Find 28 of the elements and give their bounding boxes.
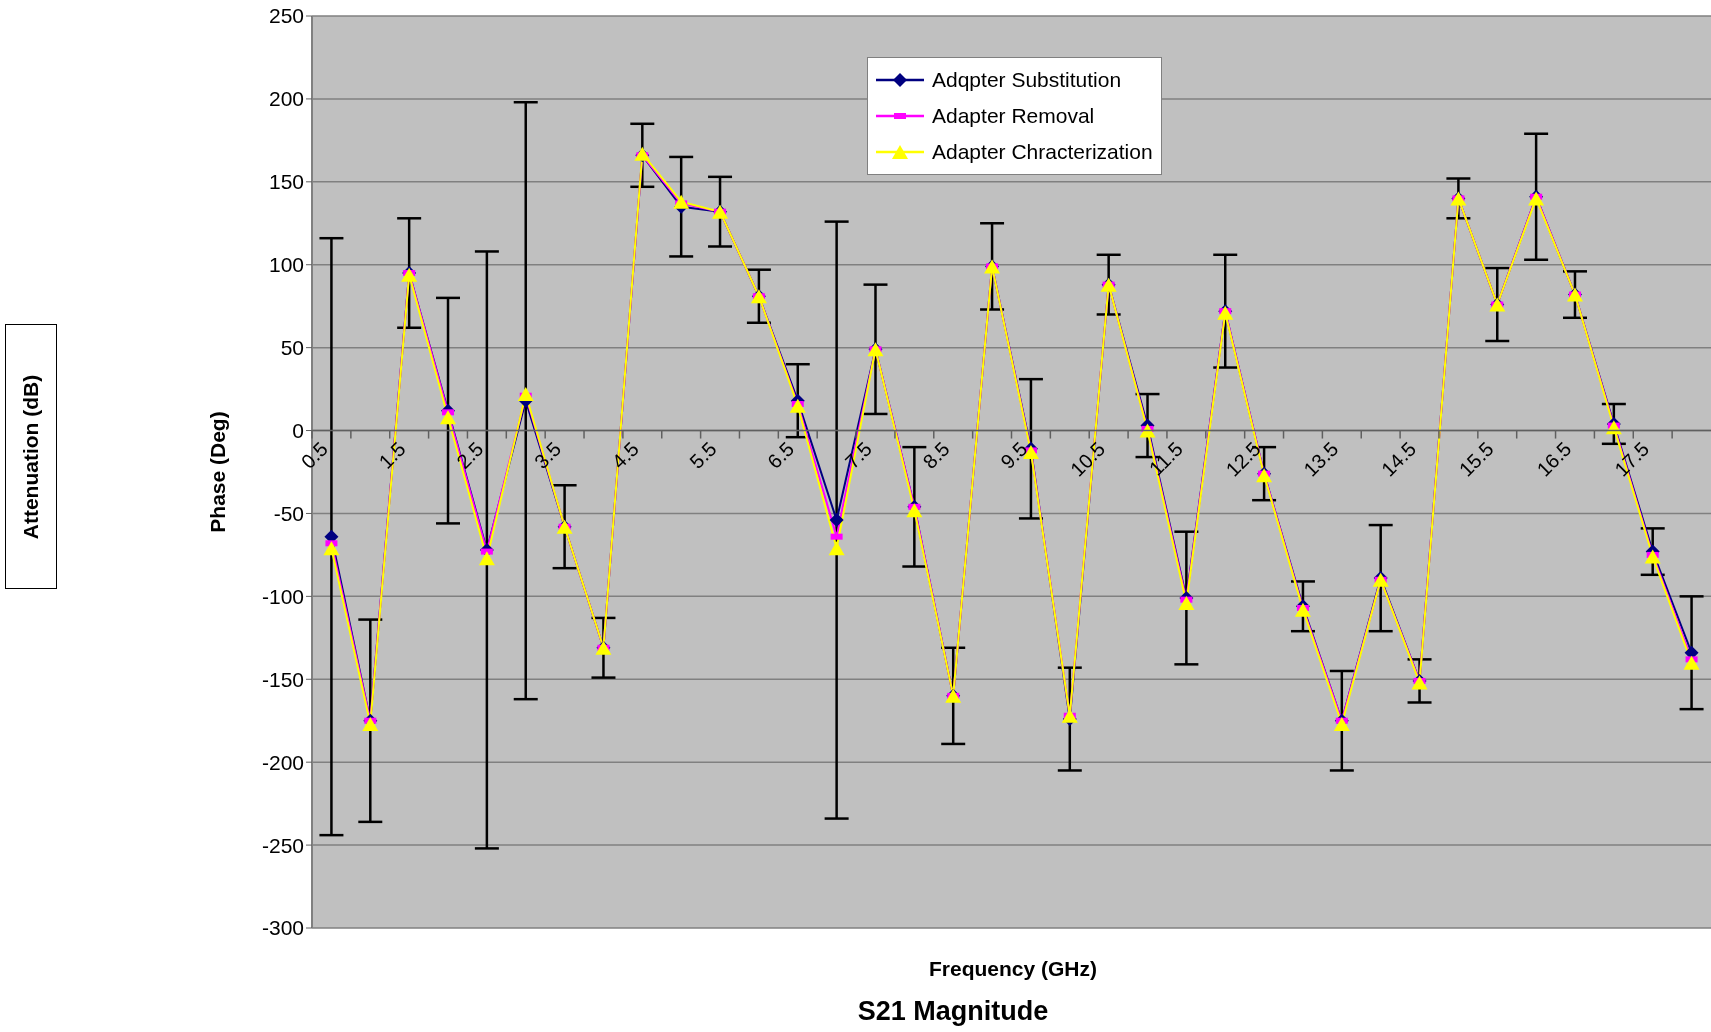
x-tick-label: 4.5 (607, 437, 643, 473)
y-tick-label: 100 (268, 253, 304, 277)
y-tick-label: 200 (268, 87, 304, 111)
y-tick-label: -50 (273, 501, 304, 525)
text: S21 Magnitude (857, 995, 1049, 1027)
x-tick-label: 6.5 (763, 437, 799, 473)
y-tick-label: -200 (261, 750, 304, 774)
x-tick-label: 5.5 (685, 437, 721, 473)
x-tick-label: 9.5 (996, 437, 1032, 473)
y-tick-label: -300 (261, 916, 304, 940)
y-tick-label: 250 (268, 4, 304, 28)
y-tick-label: 50 (280, 336, 304, 360)
y-axis-title: Phase (Deg) (206, 411, 230, 533)
y-tick-label: -100 (261, 584, 304, 608)
x-tick-label: 3.5 (529, 437, 566, 473)
y-tick-label: -150 (261, 667, 304, 691)
x-tick-label: 1.5 (374, 437, 410, 473)
x-tick-label: 8.5 (918, 437, 954, 473)
x-axis-title: Frequency (GHz) (928, 957, 1098, 981)
text: Attenuation (dB) (19, 374, 43, 539)
x-tick-label: 11.5 (1144, 437, 1187, 480)
legend-label: Adqpter Substitution (932, 68, 1122, 92)
y-tick-label: -250 (261, 833, 304, 857)
legend-label: Adapter Chracterization (932, 140, 1153, 164)
legend-label: Adapter Removal (932, 104, 1095, 128)
x-tick-label: 2.5 (452, 437, 488, 473)
x-tick-label: 7.5 (840, 437, 877, 473)
y-tick-label: 150 (268, 170, 304, 194)
